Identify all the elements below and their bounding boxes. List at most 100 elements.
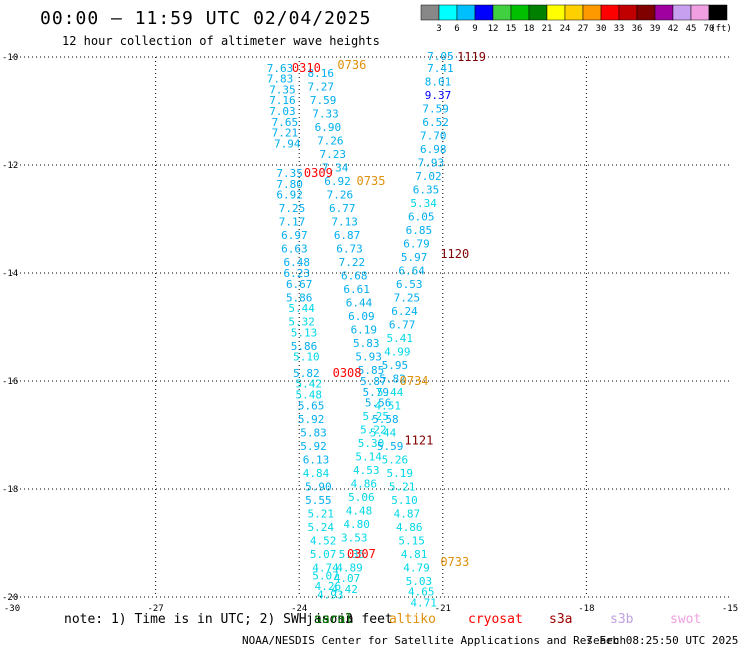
swh-value-label: 6.48 <box>284 256 311 269</box>
swh-value-label: 5.82 <box>293 367 320 380</box>
colorbar-label: 6 <box>454 24 459 34</box>
swh-value-label: 6.63 <box>281 243 308 256</box>
pass-time-label: 0736 <box>337 58 366 72</box>
swh-value-label: 5.87 <box>360 375 387 388</box>
page-subtitle: 12 hour collection of altimeter wave hei… <box>62 34 380 48</box>
swh-value-label: 6.67 <box>286 278 313 291</box>
y-tick-label: -14 <box>2 269 18 279</box>
swh-value-label: 5.97 <box>401 251 428 264</box>
swh-value-label: 7.27 <box>307 81 334 94</box>
colorbar: 3 6 9 12 15 18 21 24 27 30 33 36 39 42 45 70(ft) <box>420 4 732 34</box>
legend-jason3: jason3 <box>306 612 353 627</box>
swh-value-label: 5.56 <box>365 397 392 410</box>
swh-value-label: 4.74 <box>312 561 339 574</box>
swh-value-label: 7.59 <box>310 94 337 107</box>
swh-value-label: 4.80 <box>343 518 370 531</box>
swh-value-label: 7.22 <box>339 256 366 269</box>
swh-value-label: 6.44 <box>346 297 373 310</box>
swh-value-label: 7.34 <box>322 162 349 175</box>
pass-time-label: 0733 <box>440 555 469 569</box>
x-tick-label: -27 <box>147 604 163 614</box>
colorbar-swatch <box>564 4 584 21</box>
swh-value-label: 6.87 <box>334 229 361 242</box>
colorbar-swatch <box>672 4 692 21</box>
swh-value-label: 7.26 <box>317 135 344 148</box>
swh-value-label: 5.07 <box>310 548 337 561</box>
colorbar-label: 18 <box>524 24 535 34</box>
swh-value-label: 5.79 <box>363 386 390 399</box>
swh-value-label: 6.79 <box>403 237 430 250</box>
data-points: 7.637.837.357.167.037.657.217.947.357.80… <box>267 50 454 609</box>
generated-time: 7 Feb 08:25:50 UTC 2025 <box>586 634 739 647</box>
y-tick-label: -18 <box>2 485 18 495</box>
swh-value-label: 6.23 <box>284 267 311 280</box>
colorbar-swatch <box>546 4 566 21</box>
swh-value-label: 4.26 <box>315 580 342 593</box>
swh-value-label: 5.48 <box>296 389 323 402</box>
swh-value-label: 7.33 <box>312 108 339 121</box>
swh-value-label: 6.64 <box>398 264 425 277</box>
pass-time-label: 1120 <box>440 247 469 261</box>
swh-value-label: 5.19 <box>386 467 413 480</box>
swh-value-label: 7.94 <box>274 137 301 150</box>
swh-value-label: 4.42 <box>331 583 358 596</box>
pass-time-label: 1119 <box>457 50 486 64</box>
swh-value-label: 6.85 <box>406 224 433 237</box>
swh-value-label: 6.61 <box>343 283 370 296</box>
swh-value-label: 5.58 <box>372 413 399 426</box>
colorbar-swatch <box>582 4 602 21</box>
chart-axes: -30 -27 -24 -21 -18 -15 -10 -12 -14 -16 -18 -20 <box>2 53 738 614</box>
swh-value-label: 6.98 <box>420 143 447 156</box>
swh-value-label: 5.44 <box>377 386 404 399</box>
swh-value-label: 6.92 <box>324 175 351 188</box>
swh-value-label: 5.06 <box>348 491 375 504</box>
swh-value-label: 4.81 <box>401 548 428 561</box>
note-text: note: 1) Time is in UTC; 2) SWH is in fe… <box>64 612 393 627</box>
swh-value-label: 5.14 <box>355 451 382 464</box>
swh-value-label: 7.93 <box>418 156 445 169</box>
colorbar-swatch <box>420 4 440 21</box>
swh-value-label: 7.59 <box>422 102 449 115</box>
swh-value-label: 7.65 <box>272 116 299 129</box>
swh-value-label: 5.42 <box>296 378 323 391</box>
colorbar-label: 24 <box>560 24 571 34</box>
swh-value-label: 7.41 <box>427 62 454 75</box>
swh-value-label: 5.85 <box>358 364 385 377</box>
swh-value-label: 6.97 <box>281 229 308 242</box>
legend-swot: swot <box>670 612 702 627</box>
swh-value-label: 7.25 <box>279 202 306 215</box>
swh-value-label: 7.70 <box>420 129 447 142</box>
x-tick-label: -15 <box>722 604 738 614</box>
swh-value-label: 7.35 <box>269 83 296 96</box>
swh-value-label: 7.26 <box>327 189 354 202</box>
colorbar-swatch <box>636 4 656 21</box>
swh-value-label: 3.53 <box>341 532 368 545</box>
colorbar-swatch <box>690 4 710 21</box>
colorbar-label: 15 <box>506 24 517 34</box>
swh-value-label: 4.53 <box>353 464 380 477</box>
pass-time-label: 0735 <box>357 174 386 188</box>
swh-value-label: 5.13 <box>291 326 318 339</box>
swh-value-label: 5.10 <box>391 494 418 507</box>
swh-value-label: 5.25 <box>363 410 390 423</box>
swh-value-label: 4.51 <box>375 399 402 412</box>
colorbar-unit: (ft) <box>710 24 732 34</box>
swh-value-label: 5.92 <box>300 440 327 453</box>
swh-value-label: 5.24 <box>307 521 334 534</box>
swh-value-label: 4.71 <box>410 596 437 609</box>
swh-value-label: 6.90 <box>315 121 342 134</box>
legend-cryosat: cryosat <box>468 612 523 627</box>
y-tick-label: -20 <box>2 593 18 603</box>
swh-value-label: 8.16 <box>307 67 334 80</box>
swh-value-label: 4.93 <box>317 588 344 601</box>
swh-value-label: 5.86 <box>291 340 318 353</box>
credit-text: NOAA/NESDIS Center for Satellite Applica… <box>242 634 627 647</box>
swh-value-label: 7.17 <box>279 216 306 229</box>
swh-value-label: 6.52 <box>422 116 449 129</box>
swh-value-label: 4.52 <box>310 534 337 547</box>
colorbar-swatch <box>456 4 476 21</box>
swh-value-label: 5.92 <box>298 413 325 426</box>
swh-value-label: 7.21 <box>272 127 299 140</box>
swh-value-label: 4.65 <box>408 586 435 599</box>
swh-value-label: 5.10 <box>293 351 320 364</box>
